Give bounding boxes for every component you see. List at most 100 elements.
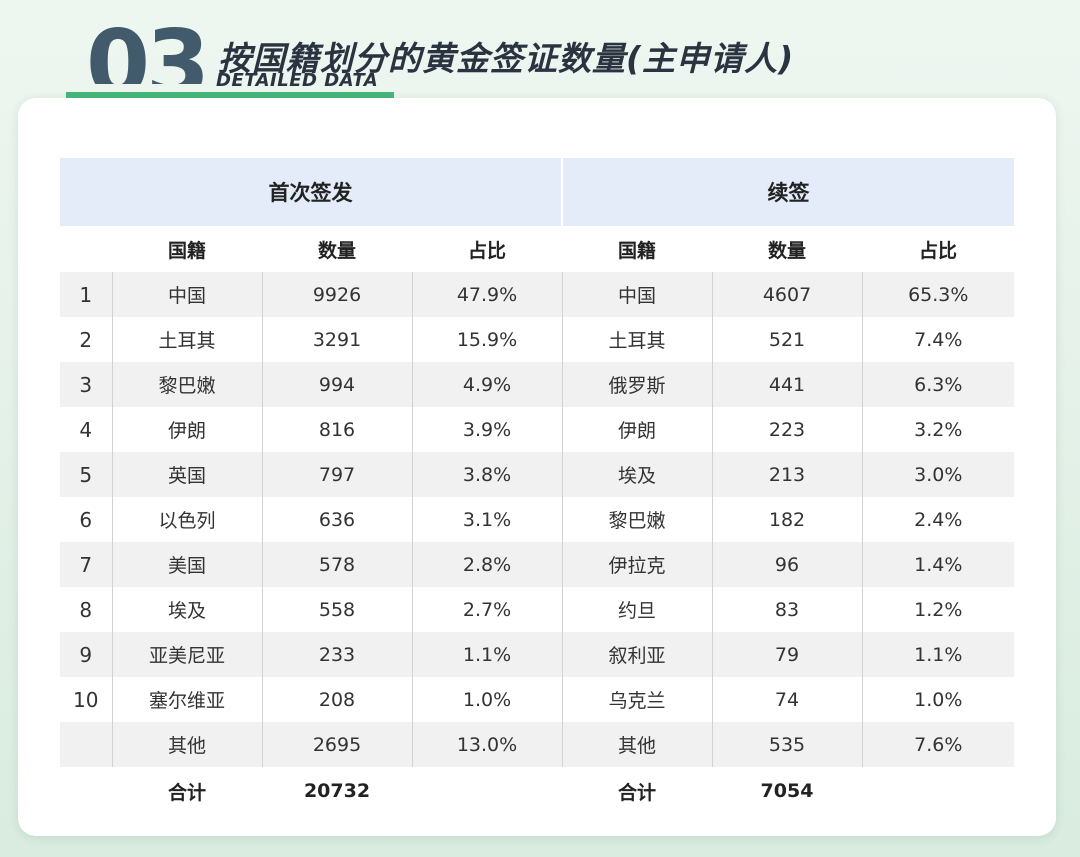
- renew-country-cell: 伊拉克: [562, 542, 713, 587]
- table-row: 9 亚美尼亚 233 1.1% 叙利亚 79 1.1%: [60, 632, 1015, 677]
- column-header-renew-share: 占比: [919, 239, 958, 262]
- renew-country-cell: 中国: [562, 272, 713, 317]
- renew-count-cell: 96: [712, 542, 863, 587]
- first-country-cell: 亚美尼亚: [112, 632, 263, 677]
- first-share-cell: 4.9%: [412, 362, 563, 407]
- rank-cell: 8: [60, 587, 113, 632]
- table-row: 7 美国 578 2.8% 伊拉克 96 1.4%: [60, 542, 1015, 587]
- first-country-cell: 其他: [112, 722, 263, 767]
- column-header-renew-country: 国籍: [617, 239, 656, 262]
- first-count-cell: 797: [262, 452, 413, 497]
- first-count-cell: 2695: [262, 722, 413, 767]
- first-country-cell: 以色列: [112, 497, 263, 542]
- total-renew-label: 合计: [617, 781, 656, 804]
- group-header-first-issue: 首次签发: [60, 158, 563, 226]
- renew-share-cell: 7.6%: [862, 722, 1015, 767]
- table-row: 其他 2695 13.0% 其他 535 7.6%: [60, 722, 1015, 767]
- section-number: 03: [86, 18, 207, 84]
- first-share-cell: 47.9%: [412, 272, 563, 317]
- golden-visa-table: 首次签发 续签 国籍 数量 占比 国籍 数量 占比 1 中国 9926 47.9% 中国…: [60, 158, 1015, 815]
- rank-cell: 7: [60, 542, 113, 587]
- first-count-cell: 994: [262, 362, 413, 407]
- renew-share-cell: 1.2%: [862, 587, 1015, 632]
- renew-country-cell: 伊朗: [562, 407, 713, 452]
- renew-share-cell: 1.1%: [862, 632, 1015, 677]
- accent-bar: [66, 92, 394, 100]
- renew-share-cell: 3.0%: [862, 452, 1015, 497]
- first-country-cell: 土耳其: [112, 317, 263, 362]
- table-body: 1 中国 9926 47.9% 中国 4607 65.3% 2 土耳其 3291 15.9% 土耳其 5…: [60, 272, 1015, 815]
- rank-cell: 10: [60, 677, 113, 722]
- group-header-row: 首次签发 续签: [60, 158, 1015, 226]
- renew-share-cell: 1.0%: [862, 677, 1015, 722]
- first-share-cell: 2.7%: [412, 587, 563, 632]
- renew-count-cell: 4607: [712, 272, 863, 317]
- renew-count-cell: 182: [712, 497, 863, 542]
- rank-cell: 6: [60, 497, 113, 542]
- renew-country-cell: 叙利亚: [562, 632, 713, 677]
- first-country-cell: 美国: [112, 542, 263, 587]
- total-renew-value: 7054: [760, 780, 814, 802]
- first-count-cell: 233: [262, 632, 413, 677]
- first-share-cell: 3.1%: [412, 497, 563, 542]
- renew-count-cell: 441: [712, 362, 863, 407]
- page-header: 03 按国籍划分的黄金签证数量(主申请人) DETAILED DATA: [0, 0, 1080, 110]
- first-share-cell: 3.9%: [412, 407, 563, 452]
- table-row: 6 以色列 636 3.1% 黎巴嫩 182 2.4%: [60, 497, 1015, 542]
- renew-country-cell: 黎巴嫩: [562, 497, 713, 542]
- first-share-cell: 13.0%: [412, 722, 563, 767]
- column-header-rank: [60, 226, 112, 272]
- renew-count-cell: 213: [712, 452, 863, 497]
- column-header-row: 国籍 数量 占比 国籍 数量 占比: [60, 226, 1014, 272]
- rank-cell: 9: [60, 632, 113, 677]
- table-row: 3 黎巴嫩 994 4.9% 俄罗斯 441 6.3%: [60, 362, 1015, 407]
- first-country-cell: 黎巴嫩: [112, 362, 263, 407]
- total-first-value: 20732: [303, 780, 371, 802]
- first-count-cell: 3291: [262, 317, 413, 362]
- first-count-cell: 816: [262, 407, 413, 452]
- renew-share-cell: 7.4%: [862, 317, 1015, 362]
- first-country-cell: 英国: [112, 452, 263, 497]
- table-row: 4 伊朗 816 3.9% 伊朗 223 3.2%: [60, 407, 1015, 452]
- first-count-cell: 578: [262, 542, 413, 587]
- rank-cell: [60, 722, 113, 767]
- first-country-cell: 中国: [112, 272, 263, 317]
- total-first-label: 合计: [167, 781, 206, 804]
- rank-cell: 3: [60, 362, 113, 407]
- renew-country-cell: 约旦: [562, 587, 713, 632]
- first-share-cell: 3.8%: [412, 452, 563, 497]
- page-subtitle: DETAILED DATA: [216, 70, 379, 91]
- first-share-cell: 1.0%: [412, 677, 563, 722]
- total-row: 合计 20732 合计 7054: [60, 767, 1014, 815]
- rank-cell: 4: [60, 407, 113, 452]
- table-row: 5 英国 797 3.8% 埃及 213 3.0%: [60, 452, 1015, 497]
- table-row: 1 中国 9926 47.9% 中国 4607 65.3%: [60, 272, 1015, 317]
- group-header-renewal: 续签: [562, 158, 1015, 226]
- first-country-cell: 伊朗: [112, 407, 263, 452]
- renew-count-cell: 223: [712, 407, 863, 452]
- renew-count-cell: 521: [712, 317, 863, 362]
- first-count-cell: 558: [262, 587, 413, 632]
- renew-share-cell: 3.2%: [862, 407, 1015, 452]
- rank-cell: 1: [60, 272, 113, 317]
- table-row: 10 塞尔维亚 208 1.0% 乌克兰 74 1.0%: [60, 677, 1015, 722]
- renew-share-cell: 6.3%: [862, 362, 1015, 407]
- renew-country-cell: 乌克兰: [562, 677, 713, 722]
- rank-cell: 2: [60, 317, 113, 362]
- first-count-cell: 208: [262, 677, 413, 722]
- renew-country-cell: 埃及: [562, 452, 713, 497]
- renew-count-cell: 74: [712, 677, 863, 722]
- column-header-first-share: 占比: [467, 239, 506, 262]
- renew-country-cell: 俄罗斯: [562, 362, 713, 407]
- table-row: 8 埃及 558 2.7% 约旦 83 1.2%: [60, 587, 1015, 632]
- renew-share-cell: 1.4%: [862, 542, 1015, 587]
- renew-country-cell: 其他: [562, 722, 713, 767]
- data-card: 首次签发 续签 国籍 数量 占比 国籍 数量 占比 1 中国 9926 47.9% 中国…: [18, 98, 1056, 836]
- renew-share-cell: 2.4%: [862, 497, 1015, 542]
- table-row: 2 土耳其 3291 15.9% 土耳其 521 7.4%: [60, 317, 1015, 362]
- renew-country-cell: 土耳其: [562, 317, 713, 362]
- first-country-cell: 埃及: [112, 587, 263, 632]
- renew-count-cell: 535: [712, 722, 863, 767]
- first-share-cell: 15.9%: [412, 317, 563, 362]
- first-count-cell: 9926: [262, 272, 413, 317]
